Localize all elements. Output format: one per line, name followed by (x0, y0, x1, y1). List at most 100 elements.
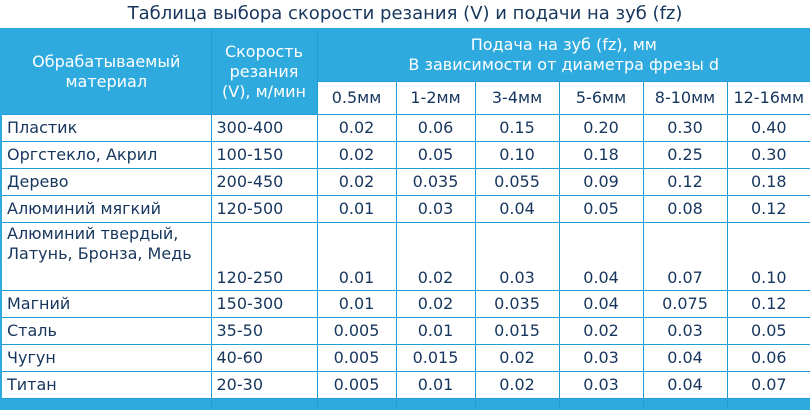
cell-fz: 0.30 (726, 140, 810, 169)
cell-fz: 0.20 (558, 113, 644, 142)
header-row-diameters: 0.5мм 1-2мм 3-4мм 5-6мм 8-10мм 12-16мм (1, 80, 810, 115)
col-header-feed-group: Подача на зуб (fz), мм В зависимости от … (316, 28, 810, 82)
footer-cell (0, 397, 212, 410)
cell-fz: 0.01 (395, 316, 476, 345)
cell-fz: 0.06 (395, 113, 476, 142)
cell-fz: 0.12 (726, 194, 810, 223)
cell-material: Чугун (0, 343, 212, 372)
cell-fz: 0.01 (316, 194, 397, 223)
cell-fz: 0.03 (395, 194, 476, 223)
col-header-d3_4mm: 3-4мм (474, 80, 560, 115)
cell-speed: 150-300 (210, 289, 318, 318)
cell-fz: 0.02 (558, 316, 644, 345)
cell-fz: 0.03 (558, 343, 644, 372)
cell-speed: 120-250 (210, 221, 318, 291)
table-row-steel: Сталь 35-50 0.005 0.01 0.015 0.02 0.03 0… (0, 316, 810, 345)
footer-cell (316, 397, 397, 410)
col-header-speed: Скорость резания (V), м/мин (210, 28, 318, 115)
col-header-d8_10mm: 8-10мм (642, 80, 728, 115)
cell-fz: 0.075 (642, 289, 728, 318)
cell-fz: 0.10 (474, 140, 560, 169)
cell-material: Магний (0, 289, 212, 318)
cell-fz: 0.01 (316, 221, 397, 291)
cell-fz: 0.01 (316, 289, 397, 318)
cell-fz: 0.07 (642, 221, 728, 291)
table-footer-row (0, 397, 810, 410)
cell-speed: 300-400 (210, 113, 318, 142)
table-row-wood: Дерево 200-450 0.02 0.035 0.055 0.09 0.1… (0, 167, 810, 196)
cell-material: Алюминий мягкий (0, 194, 212, 223)
cutting-speed-feed-table: Обрабатываемый материал Скорость резания… (0, 28, 810, 410)
page-title: Таблица выбора скорости резания (V) и по… (127, 3, 683, 24)
cell-fz: 0.015 (395, 343, 476, 372)
cell-fz: 0.03 (558, 370, 644, 399)
table-row-magnesium: Магний 150-300 0.01 0.02 0.035 0.04 0.07… (0, 289, 810, 318)
cell-speed: 40-60 (210, 343, 318, 372)
cell-fz: 0.05 (558, 194, 644, 223)
footer-cell (474, 397, 560, 410)
cell-fz: 0.04 (558, 289, 644, 318)
cell-fz: 0.005 (316, 370, 397, 399)
cell-fz: 0.055 (474, 167, 560, 196)
cell-fz: 0.18 (726, 167, 810, 196)
table-row-aluminum-soft: Алюминий мягкий 120-500 0.01 0.03 0.04 0… (0, 194, 810, 223)
cell-fz: 0.18 (558, 140, 644, 169)
cell-fz: 0.04 (558, 221, 644, 291)
col-header-material: Обрабатываемый материал (0, 28, 212, 115)
cell-fz: 0.10 (726, 221, 810, 291)
cell-fz: 0.03 (474, 221, 560, 291)
cell-fz: 0.04 (474, 194, 560, 223)
cell-fz: 0.02 (474, 370, 560, 399)
cell-material: Оргстекло, Акрил (0, 140, 212, 169)
table-row-aluminum-hard-brass-bronze-copper: Алюминий твердый, Латунь, Бронза, Медь 1… (0, 221, 810, 291)
cell-fz: 0.015 (474, 316, 560, 345)
cell-material: Пластик (0, 113, 212, 142)
col-header-d0_5mm: 0.5мм (316, 80, 397, 115)
feed-group-line2: В зависимости от диаметра фрезы d (408, 55, 720, 75)
cell-fz: 0.07 (726, 370, 810, 399)
cell-fz: 0.035 (395, 167, 476, 196)
cell-fz: 0.02 (474, 343, 560, 372)
cell-fz: 0.02 (395, 289, 476, 318)
cell-fz: 0.30 (642, 113, 728, 142)
cell-fz: 0.09 (558, 167, 644, 196)
table-row-titanium: Титан 20-30 0.005 0.01 0.02 0.03 0.04 0.… (0, 370, 810, 399)
cell-fz: 0.02 (316, 113, 397, 142)
feed-group-line1: Подача на зуб (fz), мм (470, 35, 657, 55)
cell-fz: 0.25 (642, 140, 728, 169)
table-row-cast-iron: Чугун 40-60 0.005 0.015 0.02 0.03 0.04 0… (0, 343, 810, 372)
cell-fz: 0.02 (395, 221, 476, 291)
cell-fz: 0.02 (316, 140, 397, 169)
footer-cell (642, 397, 728, 410)
cell-fz: 0.12 (726, 289, 810, 318)
cell-fz: 0.04 (642, 370, 728, 399)
cell-fz: 0.04 (642, 343, 728, 372)
table-row-plastic: Пластик 300-400 0.02 0.06 0.15 0.20 0.30… (0, 113, 810, 142)
cell-speed: 20-30 (210, 370, 318, 399)
cell-material: Титан (0, 370, 212, 399)
cell-fz: 0.05 (726, 316, 810, 345)
cell-fz: 0.005 (316, 343, 397, 372)
cell-fz: 0.40 (726, 113, 810, 142)
cell-fz: 0.05 (395, 140, 476, 169)
col-header-d5_6mm: 5-6мм (558, 80, 644, 115)
cell-fz: 0.03 (642, 316, 728, 345)
cell-fz: 0.005 (316, 316, 397, 345)
footer-cell (726, 397, 810, 410)
cell-fz: 0.12 (642, 167, 728, 196)
header-row-group: Обрабатываемый материал Скорость резания… (0, 28, 810, 115)
cell-speed: 100-150 (210, 140, 318, 169)
footer-cell (558, 397, 644, 410)
cell-fz: 0.06 (726, 343, 810, 372)
cell-speed: 120-500 (210, 194, 318, 223)
cell-fz: 0.035 (474, 289, 560, 318)
footer-cell (395, 397, 476, 410)
cell-fz: 0.01 (395, 370, 476, 399)
cell-material: Алюминий твердый, Латунь, Бронза, Медь (0, 221, 212, 291)
cell-material: Дерево (0, 167, 212, 196)
cell-fz: 0.15 (474, 113, 560, 142)
cell-speed: 200-450 (210, 167, 318, 196)
cell-fz: 0.02 (316, 167, 397, 196)
cell-fz: 0.08 (642, 194, 728, 223)
